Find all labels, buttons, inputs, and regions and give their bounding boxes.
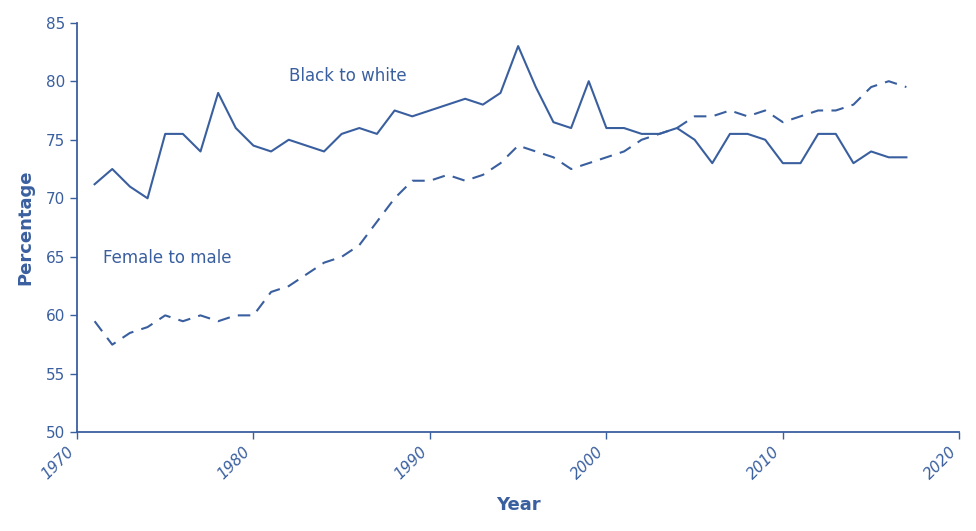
Text: Black to white: Black to white bbox=[289, 67, 406, 85]
Text: Female to male: Female to male bbox=[103, 249, 232, 267]
Y-axis label: Percentage: Percentage bbox=[17, 170, 35, 285]
X-axis label: Year: Year bbox=[496, 496, 541, 515]
